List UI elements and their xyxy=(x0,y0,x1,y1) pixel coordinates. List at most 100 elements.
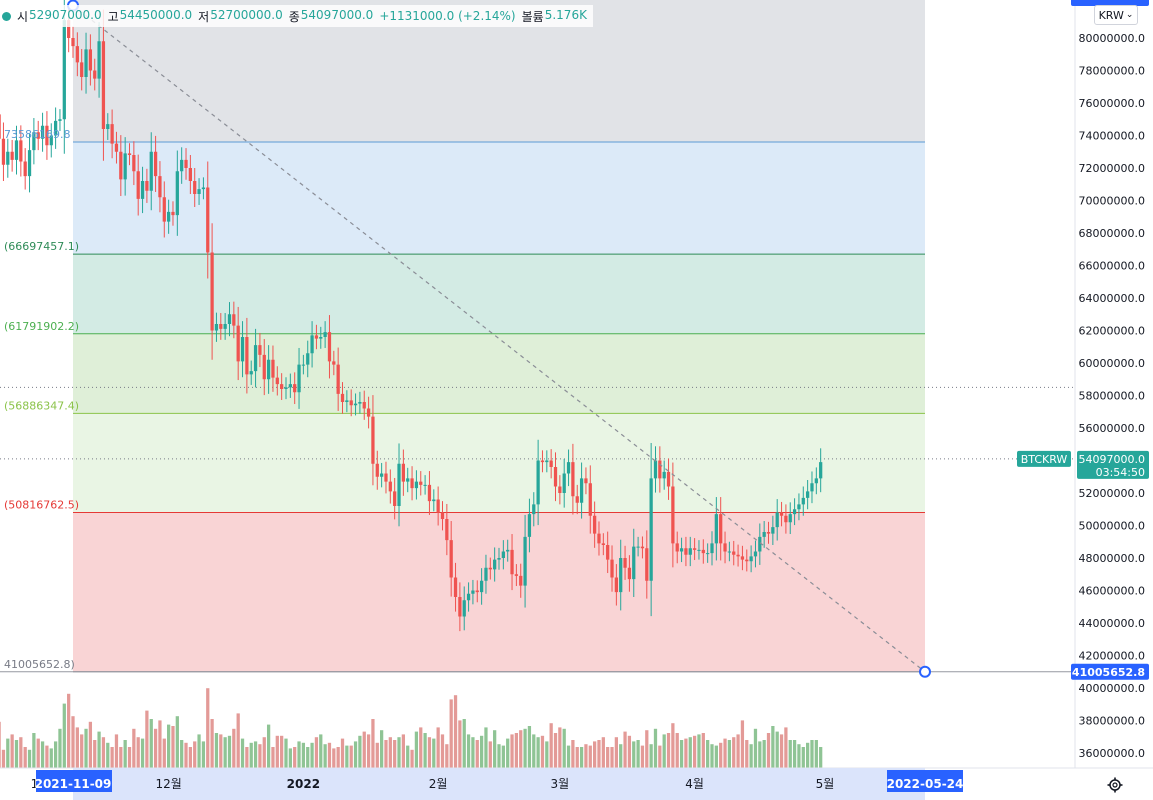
candle xyxy=(36,120,40,151)
trend-end-handle[interactable] xyxy=(919,665,931,678)
candle xyxy=(27,133,32,193)
candle-body xyxy=(110,124,114,144)
candle-body xyxy=(393,491,397,506)
candle xyxy=(201,177,206,200)
fib-zone xyxy=(73,254,925,334)
candle-body xyxy=(440,512,445,519)
candle-body xyxy=(727,551,732,553)
candle xyxy=(145,168,149,203)
volume-bar xyxy=(653,728,658,768)
candle-body xyxy=(814,478,818,484)
candle-body xyxy=(414,481,419,489)
volume-bar xyxy=(762,740,766,768)
candle-body xyxy=(758,536,762,552)
candle-body xyxy=(558,486,562,493)
candle-body xyxy=(45,125,49,146)
candle-body xyxy=(75,46,79,63)
volume-bar xyxy=(553,733,558,768)
time-start-tag-label: 2021-11-09 xyxy=(35,777,112,791)
volume-bar xyxy=(210,719,214,768)
candle xyxy=(184,148,188,180)
volume-bar xyxy=(801,747,805,768)
candle-body xyxy=(314,335,319,339)
trend-end-price-tag: 41005652.8 xyxy=(1071,663,1149,680)
candle-body xyxy=(136,171,140,199)
volume-bar xyxy=(201,741,206,768)
candle-body xyxy=(14,140,19,160)
candle-body xyxy=(336,364,340,394)
volume-bar xyxy=(380,730,384,768)
legend-volume-value: 5.176K xyxy=(544,7,587,22)
trend-end-price-tag-background xyxy=(1071,663,1149,680)
candle-body xyxy=(762,532,766,537)
fib-zone xyxy=(73,512,925,672)
candle-body xyxy=(288,384,292,388)
candle xyxy=(484,554,488,594)
candle-body xyxy=(562,473,566,493)
candle xyxy=(258,332,262,368)
candle-body xyxy=(610,559,614,578)
volume-bar xyxy=(301,742,306,768)
candle xyxy=(210,223,214,360)
candle xyxy=(449,521,453,597)
candle xyxy=(479,568,484,605)
candle-body xyxy=(349,400,353,406)
volume-bar xyxy=(619,744,623,768)
candle xyxy=(788,502,792,535)
candle-body xyxy=(206,187,210,253)
volume-bar xyxy=(258,744,262,768)
volume-bar xyxy=(736,734,740,768)
volume-bar xyxy=(40,741,45,768)
candle-body xyxy=(684,548,688,555)
candle-body xyxy=(427,484,432,502)
volume-bar xyxy=(136,737,140,768)
candle-body xyxy=(627,567,632,580)
candle-body xyxy=(193,181,197,194)
candle-body xyxy=(32,132,36,151)
fib-zone xyxy=(73,413,925,513)
volume-bar xyxy=(484,727,488,768)
candle xyxy=(440,501,445,531)
currency-button[interactable]: KRW ⌄ xyxy=(1094,5,1138,25)
candle-body xyxy=(249,371,253,375)
candle-body xyxy=(258,345,262,355)
volume-bar xyxy=(601,737,605,768)
candle xyxy=(645,530,649,599)
candle xyxy=(710,531,714,566)
volume-bar xyxy=(384,740,388,768)
settings-button[interactable] xyxy=(1102,772,1128,798)
candle-body xyxy=(532,504,536,515)
candle xyxy=(345,390,349,413)
candle-body xyxy=(723,543,727,552)
candle xyxy=(436,486,440,526)
candle-body xyxy=(171,211,175,216)
candle-body xyxy=(53,120,58,136)
volume-bar xyxy=(588,745,592,768)
volume-bar xyxy=(527,726,532,768)
volume-bar xyxy=(67,693,71,768)
candle-body xyxy=(636,546,640,548)
legend-close-label: 종 xyxy=(288,9,300,24)
symbol-status-icon[interactable] xyxy=(2,11,11,21)
price-axis-tick-label: 50000000.0 xyxy=(1079,520,1145,533)
candle xyxy=(371,395,375,486)
candle xyxy=(732,540,736,566)
volume-bar xyxy=(558,727,562,768)
candle xyxy=(301,354,306,375)
volume-bar xyxy=(158,720,162,768)
volume-bar xyxy=(227,735,232,768)
candle xyxy=(310,321,314,368)
candle xyxy=(749,545,753,573)
volume-bar xyxy=(271,747,275,768)
candle-body xyxy=(19,140,23,162)
candle-body xyxy=(106,124,110,129)
volume-bar xyxy=(32,733,36,768)
price-axis-tick-label: 58000000.0 xyxy=(1079,390,1145,403)
candle xyxy=(753,540,758,568)
candle-body xyxy=(97,41,101,79)
candle-body xyxy=(236,325,240,362)
candle xyxy=(679,537,684,563)
volume-bar xyxy=(640,745,645,768)
candle xyxy=(688,536,692,567)
